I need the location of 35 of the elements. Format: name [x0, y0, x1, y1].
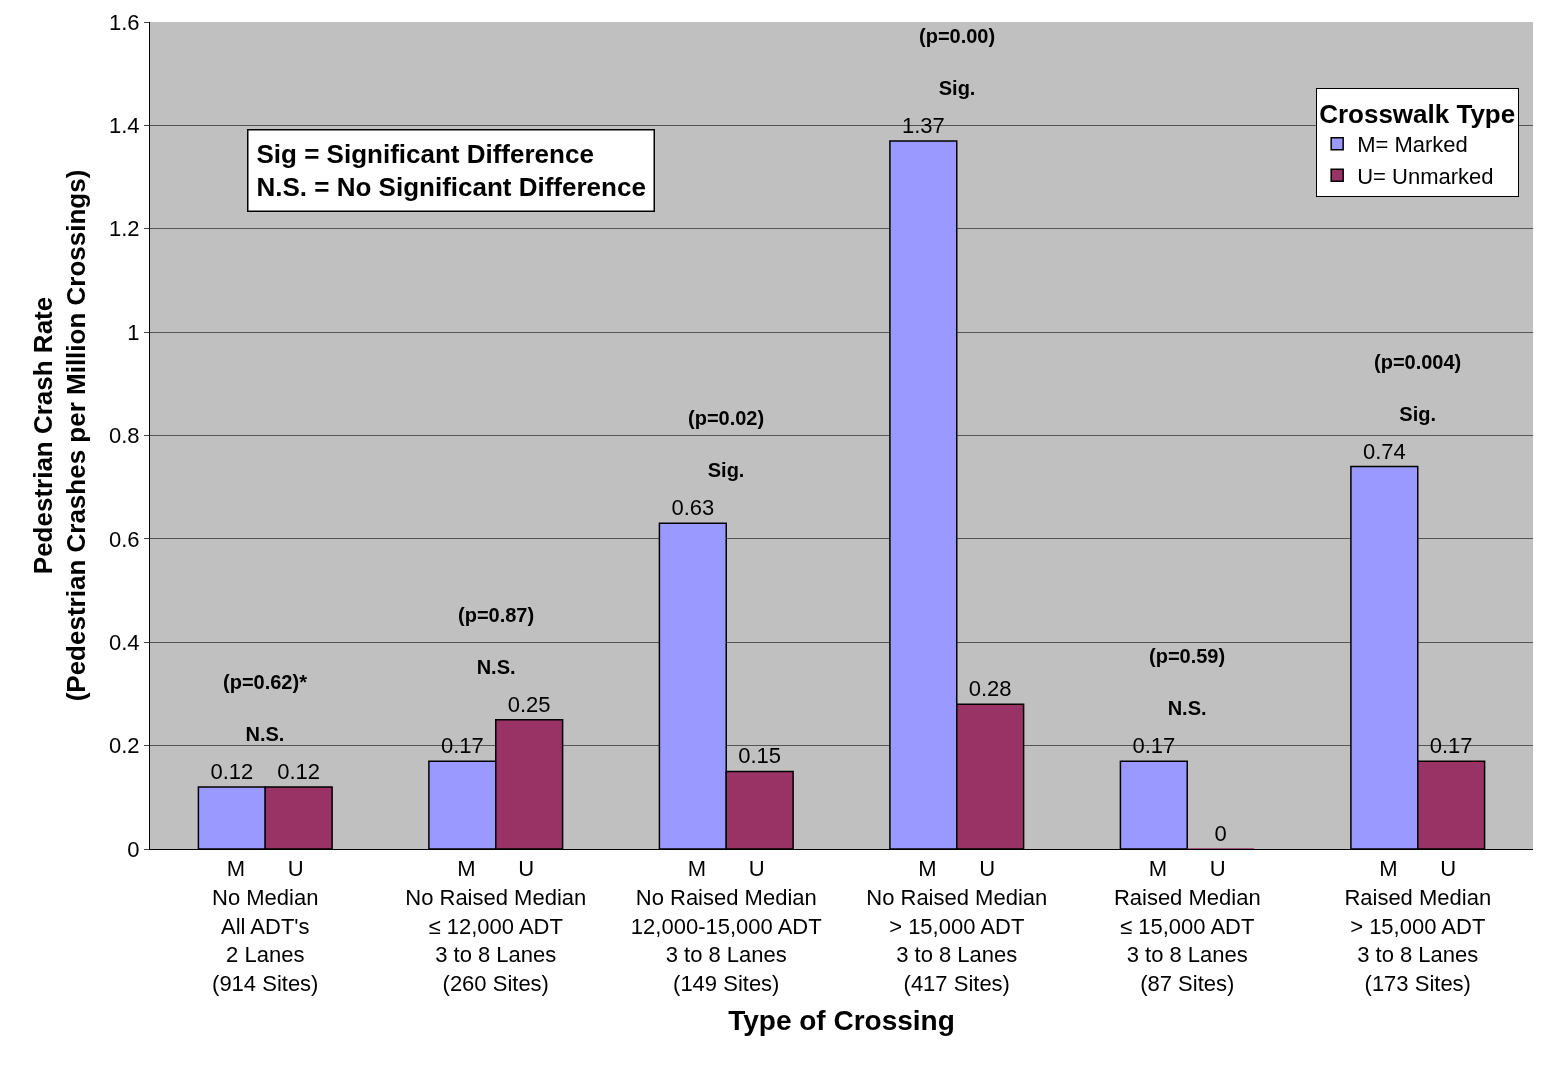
data-label: 0.74 [1362, 438, 1406, 464]
y-tick-label: 1 [127, 319, 140, 345]
data-label: 0 [1214, 821, 1227, 846]
x-tick-label: M U No Raised Median 12,000-15,000 ADT 3 to 8 Lanes (149 Sites) [630, 856, 822, 996]
y-tick-label: 0.2 [109, 733, 140, 759]
data-label: 0.12 [210, 758, 254, 784]
legend-label: M= Marked [1357, 132, 1468, 158]
y-tick-label: 0.8 [109, 423, 140, 449]
text: (p=0.62)* N.S. [223, 671, 307, 745]
y-tick-label: 1.6 [109, 9, 140, 35]
text: (p=0.02) Sig. [688, 407, 765, 481]
data-label: 0.63 [671, 495, 715, 521]
legend-title: Crosswalk Type [1319, 98, 1516, 129]
y-tick-label: 1.2 [109, 216, 140, 242]
y-tick-label: 0 [127, 836, 140, 862]
data-label: 0.28 [968, 676, 1012, 702]
text: (p=0.004) Sig. [1374, 351, 1462, 425]
text: (p=0.87) N.S. [458, 604, 535, 678]
annotation: Sig = Significant Difference N.S. = No Significant Difference [256, 138, 646, 203]
x-tick-label: M U No Median All ADT's 2 Lanes (914 Sites) [212, 856, 319, 996]
y-tick-label: 0.6 [109, 526, 140, 552]
legend-label: U= Unmarked [1357, 163, 1494, 189]
x-axis-title: Type of Crossing [728, 1004, 955, 1036]
x-tick-label: M U Raised Median > 15,000 ADT 3 to 8 Lanes (173 Sites) [1344, 856, 1492, 996]
x-tick-label: M U No Raised Median > 15,000 ADT 3 to 8 Lanes (417 Sites) [866, 856, 1048, 996]
x-tick-label: M U Raised Median ≤ 15,000 ADT 3 to 8 Lanes (87 Sites) [1113, 856, 1261, 996]
text: (p=0.59) N.S. [1149, 645, 1226, 719]
data-label: 0.25 [507, 691, 551, 717]
y-tick-label: 0.4 [109, 629, 140, 655]
y-tick-label: 1.4 [109, 113, 140, 139]
x-tick-label: M U No Raised Median ≤ 12,000 ADT 3 to 8 Lanes (260 Sites) [405, 856, 587, 996]
y-axis-title: Pedestrian Crash Rate (Pedestrian Crashes per Million Crossings) [27, 169, 92, 702]
data-label: 0.15 [738, 743, 782, 769]
text: (p=0.00) Sig. [919, 25, 996, 99]
data-label: 0.12 [277, 758, 321, 784]
